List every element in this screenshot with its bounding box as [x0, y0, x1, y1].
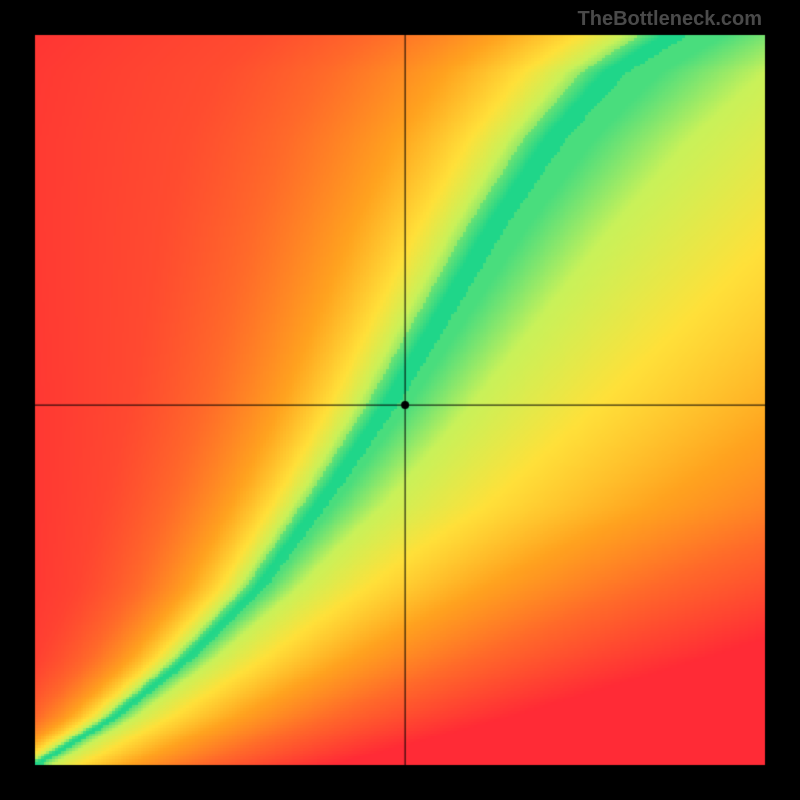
- bottleneck-heatmap-canvas: [0, 0, 800, 800]
- source-watermark: TheBottleneck.com: [578, 8, 762, 31]
- chart-container: TheBottleneck.com: [0, 0, 800, 800]
